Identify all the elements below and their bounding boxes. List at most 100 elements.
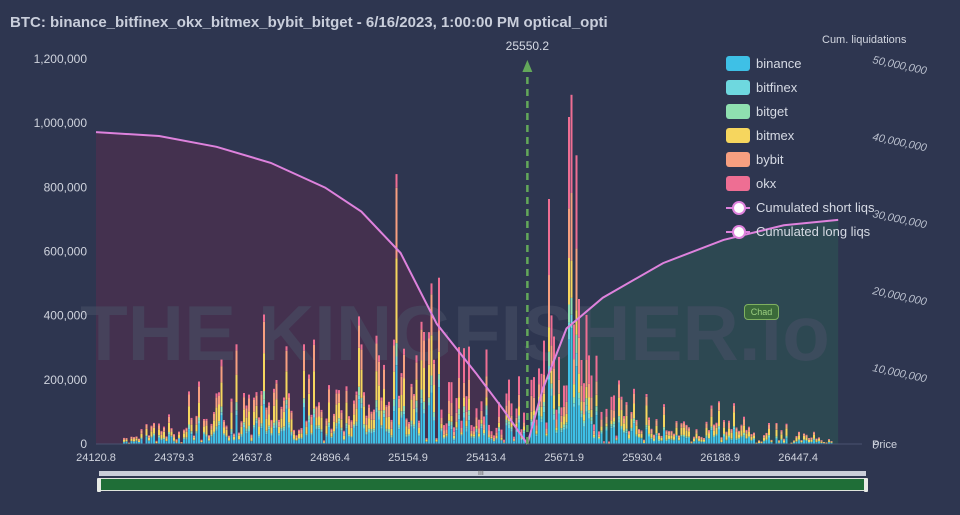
legend-item-bitmex[interactable]: bitmex — [726, 123, 875, 147]
bar-segment-bitget — [345, 423, 348, 427]
bar-segment-bybit — [125, 438, 128, 440]
bar-segment-bitget — [715, 434, 718, 435]
bar-segment-bitget — [273, 422, 275, 426]
scrollbar-grip[interactable]: III — [478, 470, 484, 477]
bar-segment-bitfinex — [283, 428, 285, 431]
bar-segment-bitmex — [268, 414, 270, 426]
bar-segment-binance — [630, 431, 633, 444]
bar-segment-bybit — [753, 433, 755, 436]
bar-segment-bitfinex — [420, 398, 423, 404]
bar-segment-binance — [718, 429, 720, 444]
bar-segment-bitget — [148, 440, 150, 441]
bar-segment-bybit — [670, 431, 673, 436]
bar-segment-bybit — [645, 396, 648, 406]
legend-item-short-liqs[interactable]: Cumulated short liqs — [726, 195, 875, 219]
right-axis-title: Cum. liquidations — [822, 34, 907, 46]
x-tick-label: 25671.9 — [544, 452, 584, 464]
bar-segment-binance — [810, 442, 813, 444]
bar-segment-okx — [603, 441, 605, 443]
bar-segment-bitfinex — [500, 440, 503, 441]
bar-segment-bitget — [328, 422, 330, 426]
bar-segment-okx — [730, 429, 733, 431]
bar-segment-binance — [493, 441, 495, 444]
bar-segment-bitget — [625, 428, 628, 432]
bar-segment-binance — [495, 439, 498, 444]
bar-segment-binance — [240, 436, 243, 444]
bar-segment-bitfinex — [585, 405, 588, 412]
bar-segment-okx — [273, 388, 275, 393]
bar-segment-bitfinex — [263, 399, 265, 405]
bar-segment-bybit — [545, 428, 548, 434]
bar-segment-bitget — [565, 422, 568, 425]
bar-segment-bybit — [355, 394, 358, 409]
bar-segment-binance — [185, 439, 188, 444]
bar-segment-okx — [368, 404, 370, 408]
bar-segment-binance — [658, 441, 660, 444]
bar-segment-okx — [290, 410, 293, 413]
bar-segment-bybit — [258, 419, 260, 427]
bar-segment-bitmex — [213, 420, 215, 432]
bar-segment-binance — [440, 431, 443, 444]
bar-segment-bitmex — [448, 413, 450, 421]
bar-segment-bybit — [433, 363, 435, 385]
bar-segment-bitget — [650, 437, 653, 439]
bar-segment-binance — [233, 440, 235, 444]
bar-segment-bybit — [150, 426, 153, 432]
bar-segment-bitfinex — [688, 437, 690, 438]
bar-segment-bitfinex — [768, 436, 770, 438]
legend-item-binance[interactable]: binance — [726, 51, 875, 75]
bar-segment-bybit — [353, 403, 355, 415]
bar-segment-bitget — [768, 435, 770, 437]
bar-segment-bybit — [213, 413, 215, 421]
bar-segment-bitget — [190, 431, 193, 433]
bar-segment-bitget — [310, 432, 313, 435]
bar-segment-bitmex — [333, 421, 335, 432]
bar-segment-bitmex — [438, 351, 440, 375]
bar-segment-bybit — [780, 431, 783, 435]
bar-segment-binance — [353, 427, 355, 444]
bar-segment-bybit — [503, 441, 505, 443]
legend-item-okx[interactable]: okx — [726, 171, 875, 195]
bar-segment-bitmex — [738, 434, 740, 438]
navigator-handle-right[interactable] — [864, 478, 868, 492]
bar-segment-bitmex — [210, 429, 213, 435]
bar-segment-bitmex — [625, 415, 628, 429]
legend-item-bitget[interactable]: bitget — [726, 99, 875, 123]
bar-segment-binance — [668, 439, 670, 444]
bar-segment-okx — [653, 434, 655, 436]
bar-segment-bitmex — [280, 418, 283, 428]
bar-segment-bybit — [795, 436, 798, 438]
bar-segment-bybit — [313, 344, 315, 372]
bar-segment-bitget — [153, 433, 155, 435]
bar-segment-bybit — [785, 424, 788, 429]
legend-item-bybit[interactable]: bybit — [726, 147, 875, 171]
y-tick-label: 1,200,000 — [34, 52, 88, 66]
bar-segment-bitmex — [695, 433, 698, 439]
bar-segment-bitget — [358, 386, 360, 396]
bar-segment-binance — [190, 434, 193, 444]
bar-segment-bitmex — [435, 439, 438, 442]
bar-segment-bybit — [630, 413, 633, 419]
bar-segment-bitmex — [573, 384, 575, 398]
bar-segment-bitmex — [250, 437, 253, 441]
navigator-handle-left[interactable] — [97, 478, 101, 492]
bar-segment-bitfinex — [583, 423, 585, 427]
legend-item-bitfinex[interactable]: bitfinex — [726, 75, 875, 99]
bar-segment-binance — [175, 442, 178, 444]
bar-segment-okx — [460, 420, 463, 428]
bar-segment-bitget — [438, 374, 440, 380]
bar-segment-binance — [623, 433, 625, 444]
bar-segment-bybit — [830, 441, 833, 442]
bar-segment-bitget — [333, 431, 335, 433]
bar-segment-bitfinex — [380, 426, 383, 429]
navigator-range[interactable] — [99, 478, 866, 491]
bar-segment-binance — [250, 441, 253, 444]
bar-segment-bybit — [740, 425, 743, 431]
bar-segment-bybit — [613, 410, 615, 418]
scrollbar-track[interactable] — [99, 471, 866, 476]
bar-segment-bitget — [545, 435, 548, 436]
bar-segment-okx — [750, 434, 753, 435]
bar-segment-bitmex — [195, 424, 198, 432]
bar-segment-okx — [373, 409, 375, 412]
legend-item-long-liqs[interactable]: Cumulated long liqs — [726, 219, 875, 243]
